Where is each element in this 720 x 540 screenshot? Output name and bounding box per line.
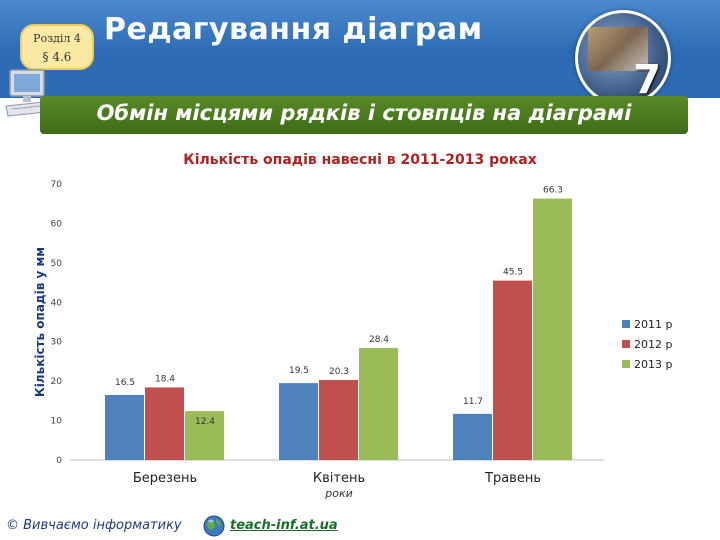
grade-number: 7: [633, 57, 661, 103]
y-tick-label-5: 50: [51, 259, 63, 269]
data-label-1-0: 19.5: [289, 366, 309, 376]
bar-0-1: [145, 387, 184, 460]
section-badge-paragraph: § 4.6: [42, 50, 72, 64]
footer-link[interactable]: teach-inf.at.ua: [230, 518, 338, 533]
legend-label-1: 2012 р: [634, 338, 672, 351]
y-tick-label-3: 30: [51, 338, 63, 348]
y-tick-label-6: 60: [51, 219, 63, 229]
bar-2-1: [493, 280, 532, 460]
footer-copyright: © Вивчаємо інформатику: [6, 518, 182, 533]
y-tick-label-1: 10: [51, 417, 63, 427]
data-label-2-2: 66.3: [543, 186, 563, 196]
legend-swatch-0: [622, 320, 630, 328]
y-tick-label-2: 20: [51, 377, 63, 387]
bar-1-1: [319, 379, 358, 460]
bar-2-2: [533, 198, 572, 461]
data-label-0-1: 18.4: [155, 374, 175, 384]
subtitle-banner: Обмін місцями рядків і стовпців на діагр…: [40, 96, 688, 134]
legend-swatch-2: [622, 360, 630, 368]
bars-group: [105, 198, 572, 461]
legend-label-0: 2011 р: [634, 318, 672, 331]
logo-photo: [588, 27, 648, 71]
data-label-0-2: 12.4: [195, 417, 215, 427]
legend: 2011 р 2012 р 2013 р: [622, 318, 672, 371]
data-label-2-0: 11.7: [463, 397, 483, 407]
y-axis-label: Кількість опадів у мм: [33, 247, 47, 397]
data-label-1-2: 28.4: [369, 335, 389, 345]
y-axis-ticks: 0 10 20 30 40 50 60 70: [51, 180, 63, 466]
globe-icon: [203, 515, 225, 537]
computer-icon: [5, 69, 47, 117]
section-badge: Розділ 4 § 4.6: [20, 24, 94, 70]
data-label-2-1: 45.5: [503, 268, 523, 278]
y-tick-label-7: 70: [51, 180, 63, 190]
grade-logo: 7: [575, 10, 671, 106]
bar-1-0: [279, 383, 318, 460]
chart-title: Кількість опадів навесні в 2011-2013 рок…: [183, 152, 537, 168]
bar-1-2: [359, 348, 398, 460]
section-badge-chapter: Розділ 4: [33, 32, 81, 45]
data-label-1-1: 20.3: [329, 367, 349, 377]
legend-swatch-1: [622, 340, 630, 348]
y-tick-label-0: 0: [56, 456, 62, 466]
page-title: Редагування діаграм: [104, 12, 483, 47]
bar-0-2: [185, 411, 224, 460]
x-tick-label-0: Березень: [133, 471, 197, 486]
data-labels-group: 16.5 18.4 12.4 19.5 20.3 28.4 11.7 45.5 66.3: [115, 186, 563, 428]
precipitation-chart: 0 10 20 30 40 50 60 70 16.5 18.4 12.4 19.5 20.3 28.4…: [33, 180, 672, 500]
data-label-0-0: 16.5: [115, 378, 135, 388]
x-tick-label-2: Травень: [484, 471, 541, 486]
slide-subtitle: Обмін місцями рядків і стовпців на діагр…: [96, 101, 632, 125]
legend-label-2: 2013 р: [634, 358, 672, 371]
x-axis-label: роки: [324, 487, 353, 500]
x-tick-label-1: Квітень: [313, 471, 365, 486]
x-tick-labels: Березень Квітень Травень: [133, 471, 541, 486]
y-tick-label-4: 40: [51, 298, 63, 308]
bar-2-0: [453, 413, 492, 460]
bar-0-0: [105, 394, 144, 460]
